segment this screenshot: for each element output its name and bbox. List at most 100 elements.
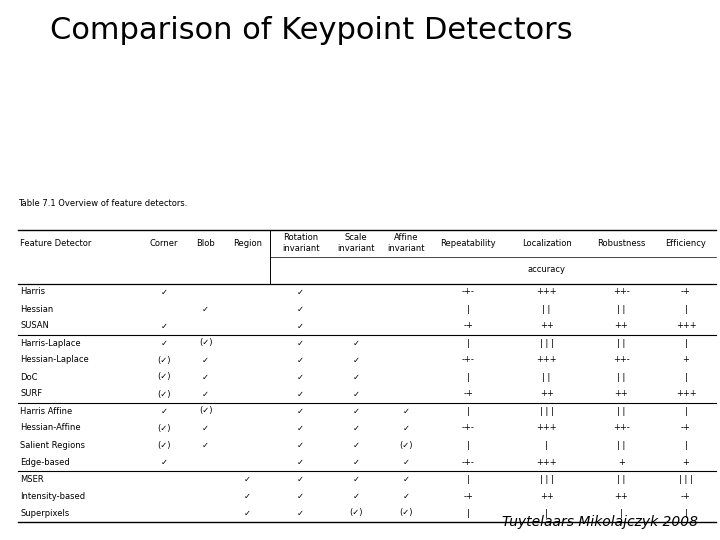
Text: Tuytelaars Mikolajczyk 2008: Tuytelaars Mikolajczyk 2008 (503, 515, 698, 529)
Text: |: | (685, 339, 688, 348)
Text: (✓): (✓) (199, 339, 212, 348)
Text: ✓: ✓ (297, 355, 304, 364)
Text: -+: -+ (464, 491, 473, 501)
Text: ✓: ✓ (297, 457, 304, 467)
Text: +++: +++ (536, 355, 557, 364)
Text: ✓: ✓ (297, 305, 304, 314)
Text: Superpixels: Superpixels (20, 509, 69, 517)
Text: SURF: SURF (20, 389, 42, 399)
Text: | |: | | (617, 339, 626, 348)
Text: |: | (545, 509, 548, 517)
Text: Region: Region (233, 239, 262, 247)
Text: ✓: ✓ (161, 339, 168, 348)
Text: ++: ++ (615, 321, 629, 330)
Text: Salient Regions: Salient Regions (20, 441, 85, 449)
Text: ✓: ✓ (202, 389, 210, 399)
Text: ++: ++ (615, 491, 629, 501)
Text: +: + (683, 355, 690, 364)
Text: SUSAN: SUSAN (20, 321, 49, 330)
Text: (✓): (✓) (158, 441, 171, 449)
Text: ✓: ✓ (402, 491, 410, 501)
Text: | | |: | | | (679, 475, 693, 483)
Text: -+-: -+- (462, 457, 474, 467)
Text: ✓: ✓ (244, 475, 251, 483)
Text: ✓: ✓ (353, 441, 359, 449)
Text: ✓: ✓ (297, 389, 304, 399)
Text: ✓: ✓ (297, 491, 304, 501)
Text: +++: +++ (536, 423, 557, 433)
Text: Feature Detector: Feature Detector (20, 239, 91, 247)
Text: +++: +++ (536, 457, 557, 467)
Text: ✓: ✓ (297, 287, 304, 296)
Text: |: | (545, 441, 548, 449)
Text: Affine
invariant: Affine invariant (387, 233, 425, 253)
Text: Table 7.1 Overview of feature detectors.: Table 7.1 Overview of feature detectors. (18, 199, 187, 208)
Text: MSER: MSER (20, 475, 44, 483)
Text: ++: ++ (540, 389, 554, 399)
Text: (✓): (✓) (399, 441, 413, 449)
Text: Edge-based: Edge-based (20, 457, 70, 467)
Text: Rotation
invariant: Rotation invariant (282, 233, 320, 253)
Text: |: | (467, 509, 469, 517)
Text: Harris Affine: Harris Affine (20, 407, 73, 415)
Text: ✓: ✓ (161, 407, 168, 415)
Text: ✓: ✓ (297, 373, 304, 381)
Text: ✓: ✓ (202, 355, 210, 364)
Text: |: | (467, 475, 469, 483)
Text: | |: | | (617, 373, 626, 381)
Text: +++: +++ (536, 287, 557, 296)
Text: -+: -+ (464, 321, 473, 330)
Text: |: | (467, 373, 469, 381)
Text: +++: +++ (675, 389, 696, 399)
Text: Blob: Blob (197, 239, 215, 247)
Text: (✓): (✓) (158, 355, 171, 364)
Text: (✓): (✓) (349, 509, 363, 517)
Text: Harris: Harris (20, 287, 45, 296)
Text: ✓: ✓ (353, 491, 359, 501)
Text: |: | (685, 373, 688, 381)
Text: ✓: ✓ (353, 475, 359, 483)
Text: ✓: ✓ (297, 441, 304, 449)
Text: ++: ++ (540, 491, 554, 501)
Text: ✓: ✓ (202, 441, 210, 449)
Text: (✓): (✓) (158, 423, 171, 433)
Text: Intensity-based: Intensity-based (20, 491, 85, 501)
Text: Corner: Corner (150, 239, 179, 247)
Text: | |: | | (542, 305, 551, 314)
Text: (✓): (✓) (158, 373, 171, 381)
Text: ✓: ✓ (161, 321, 168, 330)
Text: ✓: ✓ (297, 407, 304, 415)
Text: -+-: -+- (462, 355, 474, 364)
Text: ✓: ✓ (161, 287, 168, 296)
Text: Repeatability: Repeatability (441, 239, 496, 247)
Text: |: | (467, 407, 469, 415)
Text: ++: ++ (540, 321, 554, 330)
Text: |: | (685, 407, 688, 415)
Text: ✓: ✓ (244, 509, 251, 517)
Text: ✓: ✓ (202, 423, 210, 433)
Text: |: | (685, 509, 688, 517)
Text: ++-: ++- (613, 287, 630, 296)
Text: -+: -+ (681, 423, 691, 433)
Text: accuracy: accuracy (528, 266, 566, 274)
Text: |: | (467, 305, 469, 314)
Text: |: | (467, 441, 469, 449)
Text: | | |: | | | (540, 407, 554, 415)
Text: ✓: ✓ (353, 373, 359, 381)
Text: Localization: Localization (522, 239, 572, 247)
Text: Hessian-Laplace: Hessian-Laplace (20, 355, 89, 364)
Text: ✓: ✓ (297, 475, 304, 483)
Text: +: + (618, 457, 625, 467)
Text: -+: -+ (464, 389, 473, 399)
Text: ++: ++ (615, 389, 629, 399)
Text: ✓: ✓ (353, 457, 359, 467)
Text: |: | (620, 509, 623, 517)
Text: Hessian: Hessian (20, 305, 53, 314)
Text: ✓: ✓ (202, 373, 210, 381)
Text: Comparison of Keypoint Detectors: Comparison of Keypoint Detectors (50, 16, 573, 45)
Text: ✓: ✓ (202, 305, 210, 314)
Text: ++-: ++- (613, 423, 630, 433)
Text: ✓: ✓ (402, 457, 410, 467)
Text: ✓: ✓ (161, 457, 168, 467)
Text: ✓: ✓ (402, 407, 410, 415)
